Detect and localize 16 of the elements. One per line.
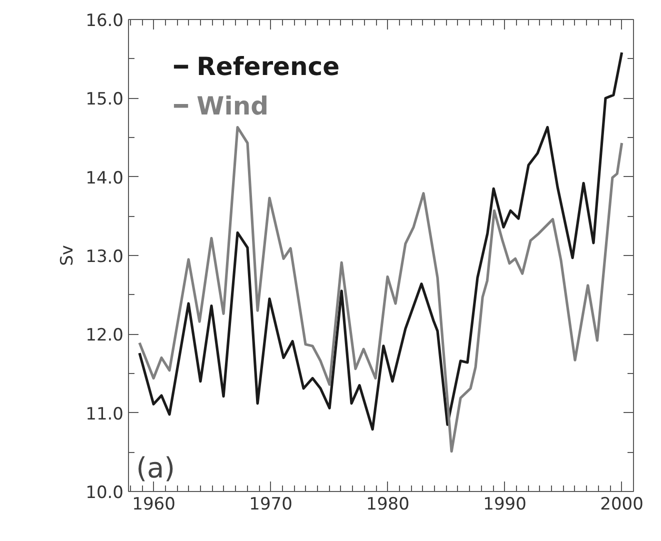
y-tick-label: 14.0	[86, 168, 124, 188]
x-tick-label: 1980	[366, 494, 410, 514]
y-tick-label: 11.0	[86, 404, 124, 424]
legend-label: Wind	[196, 91, 269, 120]
y-tick-label: 13.0	[86, 247, 124, 267]
x-tick-label: 1970	[249, 494, 292, 514]
y-axis-title: Sv	[58, 245, 78, 266]
annotation: (a)	[136, 451, 176, 484]
x-tick-label: 1990	[483, 494, 526, 514]
y-tick-label: 15.0	[86, 90, 124, 110]
y-tick-label: 16.0	[86, 11, 124, 31]
x-tick-label: 2000	[600, 494, 644, 514]
legend-label: Reference	[196, 52, 340, 82]
y-tick-label: 10.0	[86, 483, 124, 503]
x-tick-label: 1960	[132, 494, 176, 514]
y-tick-label: 12.0	[86, 326, 124, 346]
